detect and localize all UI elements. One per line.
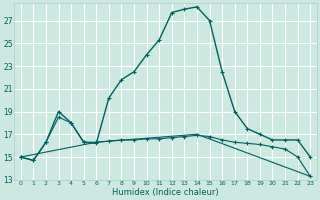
X-axis label: Humidex (Indice chaleur): Humidex (Indice chaleur) (112, 188, 219, 197)
